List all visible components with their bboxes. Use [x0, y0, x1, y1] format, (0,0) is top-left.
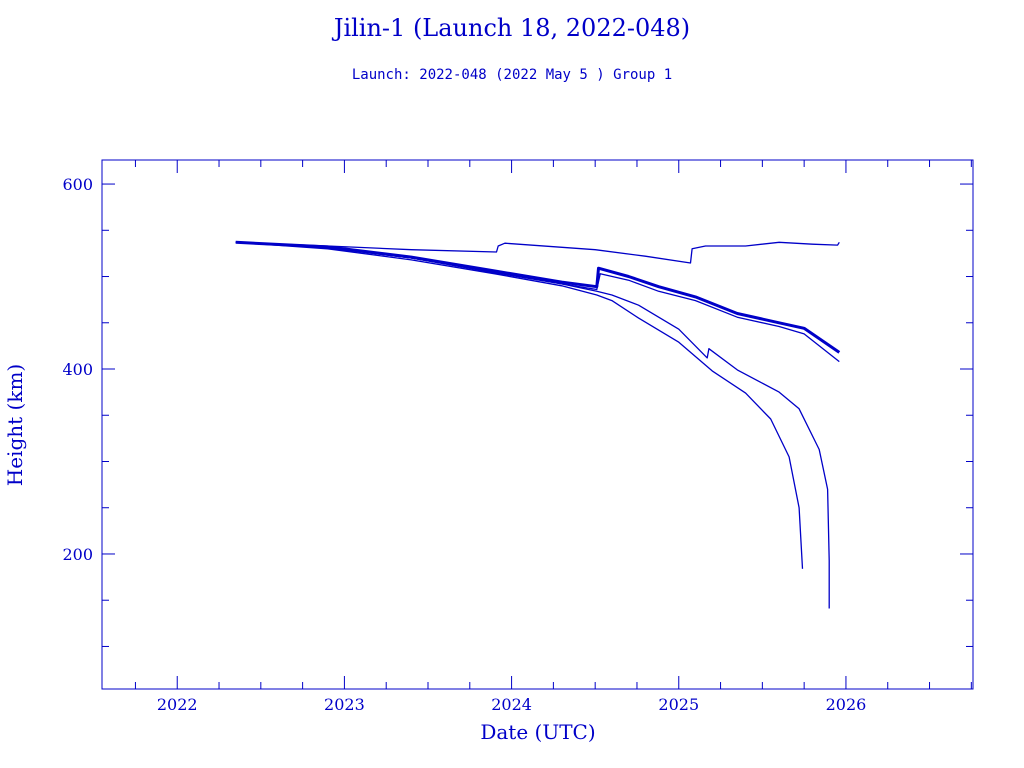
- x-tick-label: 2025: [658, 695, 699, 714]
- series-line-object-4: [235, 241, 830, 609]
- series-line-object-5: [235, 241, 804, 569]
- series-line-object-3: [235, 241, 840, 363]
- x-tick-label: 2022: [157, 695, 198, 714]
- series-line-object-2: [235, 240, 841, 354]
- y-tick-label: 600: [62, 175, 93, 194]
- y-axis-label: Height (km): [3, 364, 27, 486]
- plot-frame: [101, 159, 974, 690]
- y-tick-label: 400: [62, 360, 93, 379]
- y-tick-label: 200: [62, 545, 93, 564]
- series-line-object-1: [235, 241, 840, 264]
- x-tick-label: 2026: [826, 695, 867, 714]
- chart-subtitle: Launch: 2022-048 (2022 May 5 ) Group 1: [351, 67, 673, 83]
- x-axis-label: Date (UTC): [480, 720, 595, 744]
- x-tick-label: 2023: [324, 695, 365, 714]
- chart-title: Jilin-1 (Launch 18, 2022-048): [333, 14, 691, 42]
- x-tick-label: 2024: [491, 695, 532, 714]
